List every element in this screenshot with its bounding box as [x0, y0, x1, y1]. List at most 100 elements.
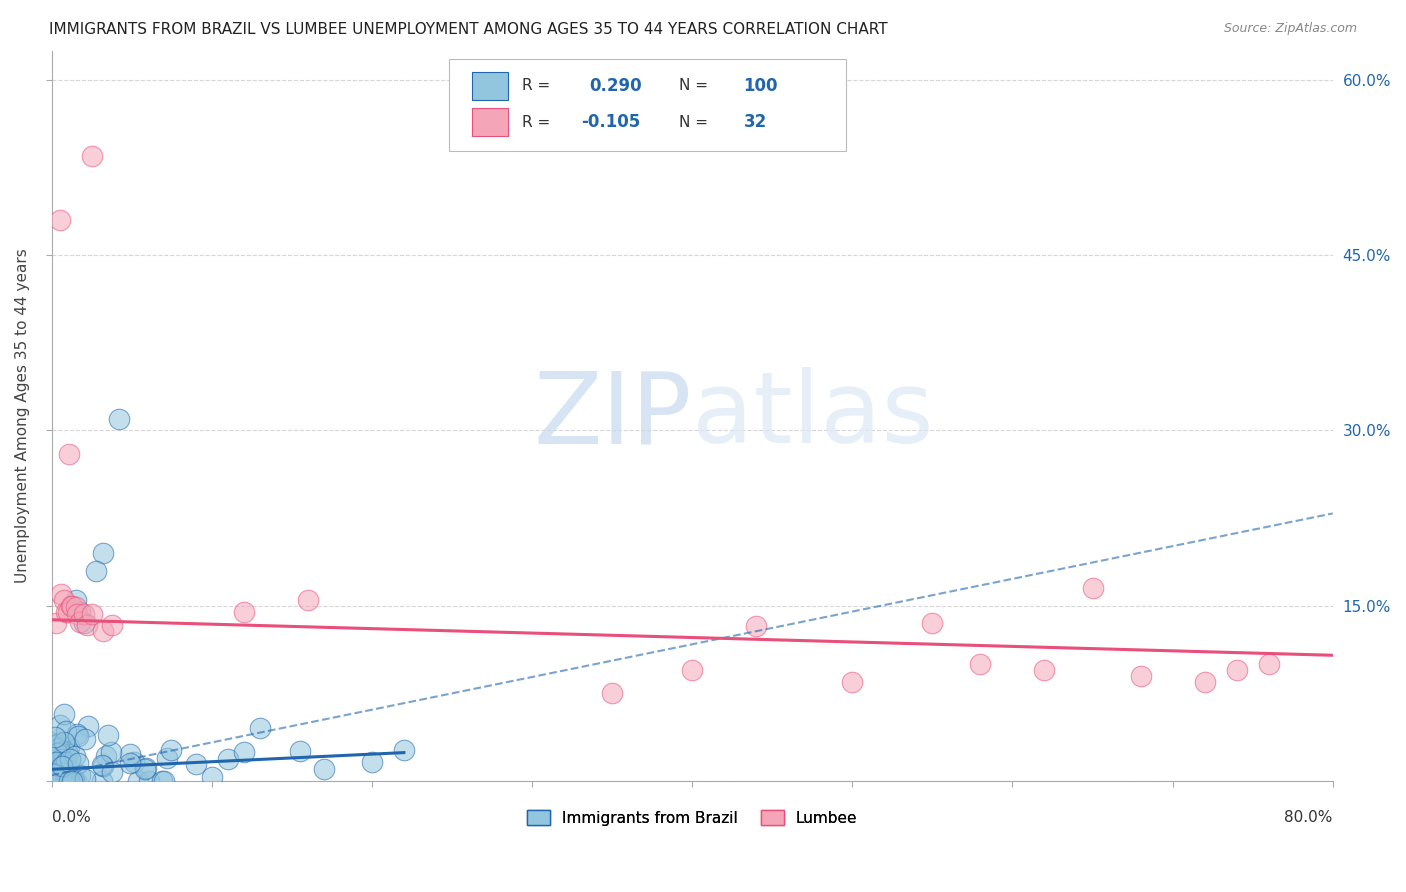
- Point: [1257, 657, 1279, 672]
- Point: [152, 774, 174, 789]
- Point: [80, 149, 103, 163]
- Point: [392, 742, 415, 756]
- Text: R =: R =: [522, 78, 550, 94]
- Point: [48, 740, 70, 755]
- Point: [41, 738, 63, 752]
- Point: [58, 447, 80, 461]
- Point: [72, 607, 94, 621]
- Point: [55, 755, 77, 769]
- Point: [841, 674, 863, 689]
- Y-axis label: Unemployment Among Ages 35 to 44 years: Unemployment Among Ages 35 to 44 years: [15, 249, 30, 583]
- Point: [249, 722, 271, 736]
- Point: [56, 605, 79, 619]
- Point: [600, 686, 623, 700]
- Point: [91, 624, 114, 638]
- Point: [184, 757, 207, 772]
- Point: [48, 774, 70, 789]
- Point: [42, 771, 65, 785]
- Text: 32: 32: [744, 113, 766, 131]
- Point: [921, 616, 943, 631]
- Point: [49, 587, 72, 601]
- Point: [48, 213, 70, 227]
- Point: [52, 707, 75, 722]
- Point: [75, 772, 97, 786]
- Point: [101, 618, 124, 632]
- Point: [1226, 663, 1249, 677]
- Point: [681, 663, 703, 677]
- Text: N =: N =: [679, 115, 709, 129]
- Point: [53, 593, 76, 607]
- Point: [160, 742, 183, 756]
- Point: [42, 773, 65, 788]
- Point: [60, 599, 83, 613]
- Point: [48, 746, 70, 760]
- Point: [312, 762, 335, 776]
- Point: [44, 774, 66, 789]
- Point: [49, 752, 72, 766]
- Point: [45, 761, 67, 775]
- Point: [51, 754, 73, 768]
- Point: [122, 755, 145, 769]
- Point: [45, 746, 67, 760]
- Point: [67, 756, 90, 770]
- Point: [53, 767, 76, 781]
- Text: IMMIGRANTS FROM BRAZIL VS LUMBEE UNEMPLOYMENT AMONG AGES 35 TO 44 YEARS CORRELAT: IMMIGRANTS FROM BRAZIL VS LUMBEE UNEMPLO…: [49, 22, 887, 37]
- Text: atlas: atlas: [692, 368, 934, 465]
- Point: [1129, 669, 1152, 683]
- Point: [232, 605, 254, 619]
- Point: [58, 739, 80, 754]
- Point: [1033, 663, 1056, 677]
- Point: [80, 607, 103, 621]
- Point: [94, 749, 117, 764]
- Point: [118, 747, 141, 761]
- Point: [44, 730, 66, 744]
- Text: Source: ZipAtlas.com: Source: ZipAtlas.com: [1223, 22, 1357, 36]
- Point: [49, 745, 72, 759]
- Point: [90, 758, 112, 772]
- Point: [46, 769, 69, 783]
- Point: [45, 756, 67, 771]
- FancyBboxPatch shape: [472, 108, 508, 136]
- Point: [69, 615, 91, 629]
- Point: [46, 758, 69, 772]
- Point: [56, 747, 79, 761]
- Point: [53, 748, 76, 763]
- Point: [48, 736, 70, 750]
- Point: [58, 774, 80, 789]
- Point: [48, 758, 70, 772]
- Point: [53, 774, 76, 789]
- Point: [48, 773, 70, 788]
- Point: [45, 616, 67, 631]
- Text: 80.0%: 80.0%: [1285, 810, 1333, 825]
- Point: [51, 759, 73, 773]
- Point: [360, 756, 382, 770]
- Text: 0.290: 0.290: [589, 77, 643, 95]
- Point: [65, 774, 87, 789]
- Point: [134, 761, 156, 775]
- Point: [46, 758, 69, 772]
- Point: [67, 729, 90, 743]
- Point: [44, 768, 66, 782]
- Point: [1194, 674, 1216, 689]
- Point: [297, 593, 319, 607]
- Point: [138, 774, 160, 789]
- Point: [65, 599, 87, 614]
- Point: [288, 744, 311, 758]
- Point: [49, 769, 72, 783]
- Point: [66, 727, 89, 741]
- Point: [55, 605, 77, 619]
- Point: [45, 738, 67, 752]
- Point: [59, 752, 82, 766]
- Point: [52, 774, 75, 789]
- Point: [56, 762, 79, 776]
- Point: [42, 774, 65, 789]
- Point: [107, 411, 129, 425]
- Point: [63, 749, 86, 764]
- Point: [232, 745, 254, 759]
- Point: [156, 751, 179, 765]
- Point: [45, 756, 67, 770]
- Point: [59, 599, 82, 613]
- Point: [969, 657, 991, 672]
- Point: [86, 564, 108, 578]
- Point: [49, 751, 72, 765]
